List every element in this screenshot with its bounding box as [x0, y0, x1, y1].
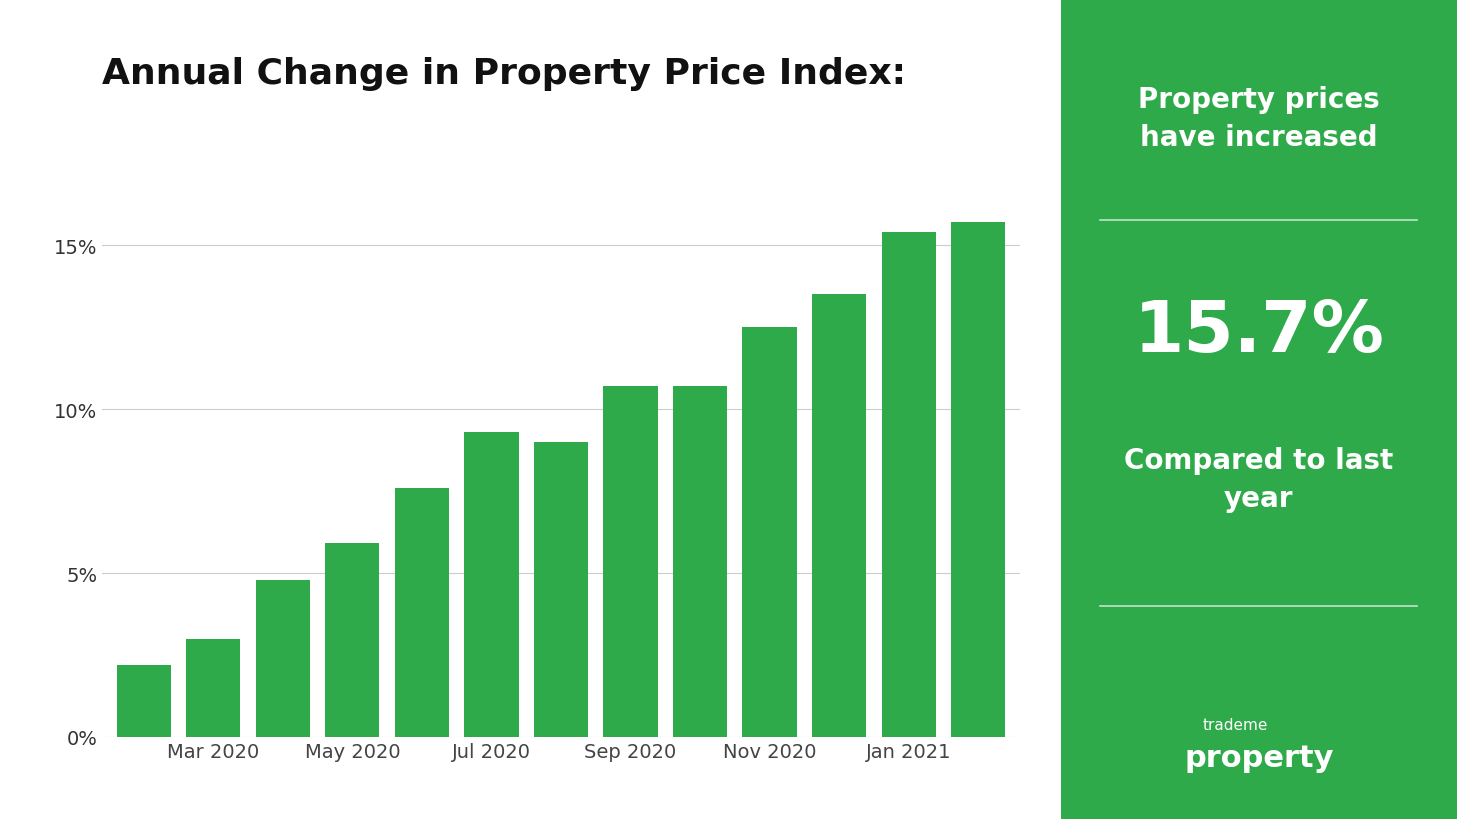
Bar: [117, 665, 170, 737]
Bar: [255, 580, 310, 737]
Bar: [186, 639, 240, 737]
Bar: [812, 295, 867, 737]
Text: trademe: trademe: [1202, 717, 1268, 732]
Bar: [465, 432, 519, 737]
Text: property: property: [1185, 743, 1333, 772]
Bar: [325, 544, 379, 737]
Text: Property prices
have increased: Property prices have increased: [1138, 86, 1380, 152]
Text: Compared to last
year: Compared to last year: [1125, 446, 1393, 512]
Bar: [881, 233, 935, 737]
Bar: [951, 223, 1005, 737]
Bar: [533, 442, 589, 737]
Bar: [743, 328, 797, 737]
Bar: [395, 488, 449, 737]
Text: Annual Change in Property Price Index:: Annual Change in Property Price Index:: [102, 57, 906, 91]
Bar: [603, 387, 657, 737]
Text: 15.7%: 15.7%: [1134, 297, 1384, 366]
Bar: [673, 387, 727, 737]
